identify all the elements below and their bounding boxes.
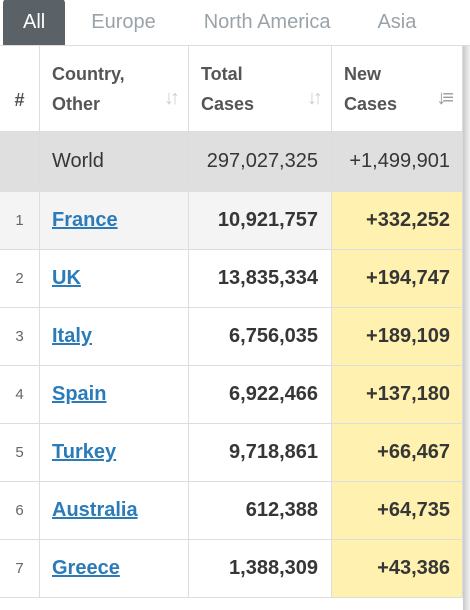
table-row: 6 Australia 612,388 +64,735 xyxy=(0,482,470,540)
country-link[interactable]: France xyxy=(52,209,118,231)
world-country: World xyxy=(40,132,189,191)
row-index: 4 xyxy=(0,366,40,423)
new-cases-cell: +189,109 xyxy=(332,308,463,365)
new-cases-cell: +137,180 xyxy=(332,366,463,423)
table-row: 3 Italy 6,756,035 +189,109 xyxy=(0,308,470,366)
country-link[interactable]: Australia xyxy=(52,499,138,521)
total-cases-cell: 10,921,757 xyxy=(189,192,332,249)
sort-descending-icon[interactable]: ↓≡ xyxy=(436,87,454,109)
new-cases-cell: +194,747 xyxy=(332,250,463,307)
row-index: 6 xyxy=(0,482,40,539)
country-cell: Greece xyxy=(40,540,189,597)
header-total-cases[interactable]: Total Cases ↓↑ xyxy=(189,46,332,131)
world-index xyxy=(0,132,40,191)
header-total-cases-label: Total Cases xyxy=(201,63,255,114)
country-cell: Spain xyxy=(40,366,189,423)
new-cases-cell: +332,252 xyxy=(332,192,463,249)
row-index: 7 xyxy=(0,540,40,597)
total-cases-cell: 13,835,334 xyxy=(189,250,332,307)
header-country-label: Country, Other xyxy=(52,63,125,114)
table-row: 4 Spain 6,922,466 +137,180 xyxy=(0,366,470,424)
sort-icon[interactable]: ↓↑ xyxy=(307,87,323,109)
world-new-cases: +1,499,901 xyxy=(332,132,463,191)
country-cell: Turkey xyxy=(40,424,189,481)
country-link[interactable]: UK xyxy=(52,267,81,289)
country-link[interactable]: Greece xyxy=(52,557,120,579)
total-cases-cell: 6,922,466 xyxy=(189,366,332,423)
world-row: World 297,027,325 +1,499,901 xyxy=(0,132,470,192)
table-row: 2 UK 13,835,334 +194,747 xyxy=(0,250,470,308)
header-new-cases[interactable]: New Cases ↓≡ xyxy=(332,46,463,131)
row-index: 1 xyxy=(0,192,40,249)
region-tabs: All Europe North America Asia xyxy=(0,0,470,46)
total-cases-cell: 6,756,035 xyxy=(189,308,332,365)
row-index: 5 xyxy=(0,424,40,481)
total-cases-cell: 612,388 xyxy=(189,482,332,539)
tab-asia[interactable]: Asia xyxy=(377,10,417,33)
tab-north-america[interactable]: North America xyxy=(203,10,331,33)
table-row: 7 Greece 1,388,309 +43,386 xyxy=(0,540,470,598)
country-link[interactable]: Italy xyxy=(52,325,93,347)
new-cases-cell: +64,735 xyxy=(332,482,463,539)
country-cell: Australia xyxy=(40,482,189,539)
total-cases-cell: 1,388,309 xyxy=(189,540,332,597)
header-index: # xyxy=(0,46,40,131)
tab-all[interactable]: All xyxy=(3,0,66,45)
country-cell: France xyxy=(40,192,189,249)
tab-europe[interactable]: Europe xyxy=(91,10,156,33)
table-header: # Country, Other ↓↑ Total Cases ↓↑ New C… xyxy=(0,46,470,132)
cases-table: # Country, Other ↓↑ Total Cases ↓↑ New C… xyxy=(0,46,470,598)
row-index: 2 xyxy=(0,250,40,307)
row-index: 3 xyxy=(0,308,40,365)
country-cell: Italy xyxy=(40,308,189,365)
total-cases-cell: 9,718,861 xyxy=(189,424,332,481)
scroll-shadow xyxy=(463,46,470,610)
country-link[interactable]: Turkey xyxy=(52,441,117,463)
new-cases-cell: +43,386 xyxy=(332,540,463,597)
table-row: 1 France 10,921,757 +332,252 xyxy=(0,192,470,250)
table-row: 5 Turkey 9,718,861 +66,467 xyxy=(0,424,470,482)
new-cases-cell: +66,467 xyxy=(332,424,463,481)
header-country[interactable]: Country, Other ↓↑ xyxy=(40,46,189,131)
world-total-cases: 297,027,325 xyxy=(189,132,332,191)
header-new-cases-label: New Cases xyxy=(344,63,398,114)
country-link[interactable]: Spain xyxy=(52,383,107,405)
country-cell: UK xyxy=(40,250,189,307)
sort-icon[interactable]: ↓↑ xyxy=(164,87,180,109)
